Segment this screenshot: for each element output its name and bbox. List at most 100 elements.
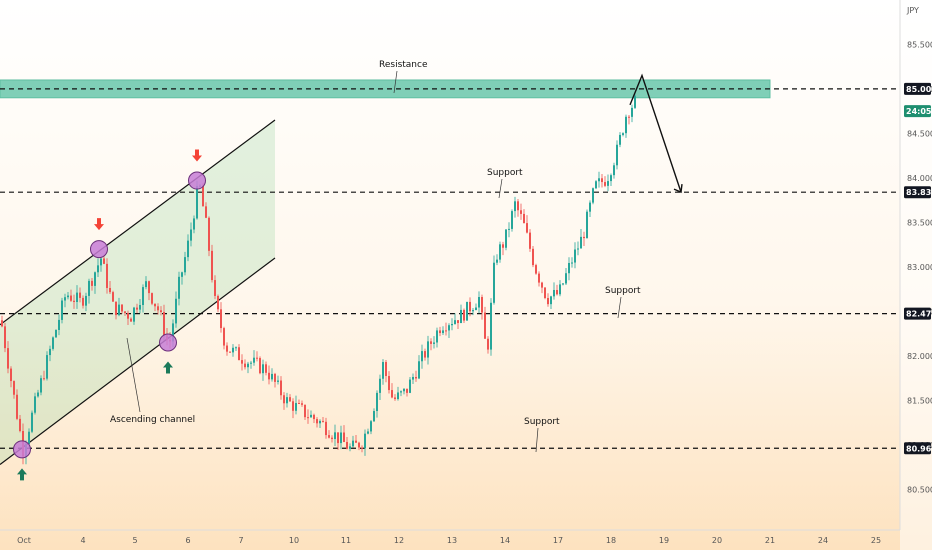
x-tick-label: 25 [871,536,881,545]
candle-body [205,206,207,218]
candle-body [364,433,366,449]
candle-body [118,304,120,316]
candle-body [220,309,222,329]
candle-body [1,320,3,327]
candle-body [556,289,558,295]
candle-body [430,341,432,344]
candle-body [541,282,543,288]
candle-body [100,258,102,266]
price-tag-bg [904,105,931,118]
x-tick-label: 24 [818,536,828,545]
candle-body [202,185,204,207]
x-tick-label: 10 [289,536,299,545]
candle-body [562,283,564,285]
swing-low-marker[interactable] [159,333,177,352]
candle-body [361,447,363,449]
annotation-pointer [393,70,398,94]
candle-body [139,305,141,310]
candle-body [181,272,183,277]
candle-body [7,348,9,369]
candle-body [424,351,426,358]
price-tag[interactable]: 85.000 [904,82,932,95]
candle-body [604,182,606,186]
candle-body [289,397,291,402]
annotation-resistance[interactable]: Resistance [379,60,428,70]
candle-body [580,236,582,249]
candle-body [451,323,453,326]
candle-body [553,289,555,297]
x-tick-label: 5 [132,536,137,545]
candle-body [406,388,408,393]
candle-body [10,368,12,382]
candle-body [178,276,180,299]
candle-body [346,441,348,449]
price-tag-label: 82.475 [906,310,932,319]
candle-body [196,186,198,219]
candle-body [43,378,45,380]
candle-body [316,419,318,424]
candle-body [244,363,246,368]
candle-body [418,361,420,379]
price-tag[interactable]: 82.475 [904,307,932,320]
candle-body [514,201,516,212]
price-axis-panel[interactable] [900,0,932,550]
candle-body [565,273,567,284]
candle-body [457,320,459,324]
candle-body [472,310,474,312]
price-tag[interactable]: 24:05 [904,105,932,118]
annotation-support-3[interactable]: Support [524,417,560,427]
candle-body [607,181,609,186]
candle-body [535,265,537,274]
candle-body [454,320,456,324]
projection-path[interactable] [629,73,682,193]
price-tag-bg [904,442,931,455]
candle-body [421,351,423,362]
swing-high-marker[interactable] [90,240,108,259]
candle-body [334,432,336,440]
candle-body [79,292,81,298]
candle-body [163,311,165,336]
candle-body [499,244,501,260]
annotation-support-2[interactable]: Support [605,286,641,296]
annotation-channel[interactable]: Ascending channel [110,415,195,425]
projection-arrowhead [673,184,683,194]
candle-body [337,432,339,444]
candle-body [463,309,465,321]
candle-body [127,313,129,319]
candle-body [544,287,546,299]
candle-body [46,355,48,379]
candle-body [52,337,54,349]
x-tick-label: 4 [80,536,85,545]
candle-body [271,373,273,380]
candle-body [292,401,294,411]
swing-high-marker[interactable] [188,171,206,190]
candle-body [124,311,126,314]
price-tag[interactable]: 83.839 [904,186,932,199]
candle-body [106,263,108,288]
channel-lower-line[interactable] [0,257,276,465]
candle-body [103,258,105,264]
candle-body [409,379,411,393]
candle-body [352,440,354,447]
price-tag[interactable]: 80.962 [904,442,932,455]
candle-body [397,392,399,400]
candle-body [610,175,612,182]
candle-body [28,431,30,445]
x-tick-label: 19 [659,536,669,545]
price-tag-bg [904,82,931,95]
candle-body [76,292,78,303]
candle-body [520,210,522,214]
channel-upper-line[interactable] [0,119,276,326]
x-tick-label: Oct [17,536,31,545]
candle-body [574,249,576,263]
candle-body [577,248,579,250]
candle-body [550,296,552,305]
price-tag-bg [904,186,931,199]
candle-body [298,402,300,404]
candle-body [460,309,462,324]
annotation-support-1[interactable]: Support [487,168,523,178]
resistance-zone[interactable] [0,79,771,99]
candle-body [286,397,288,404]
swing-low-marker[interactable] [13,440,31,459]
